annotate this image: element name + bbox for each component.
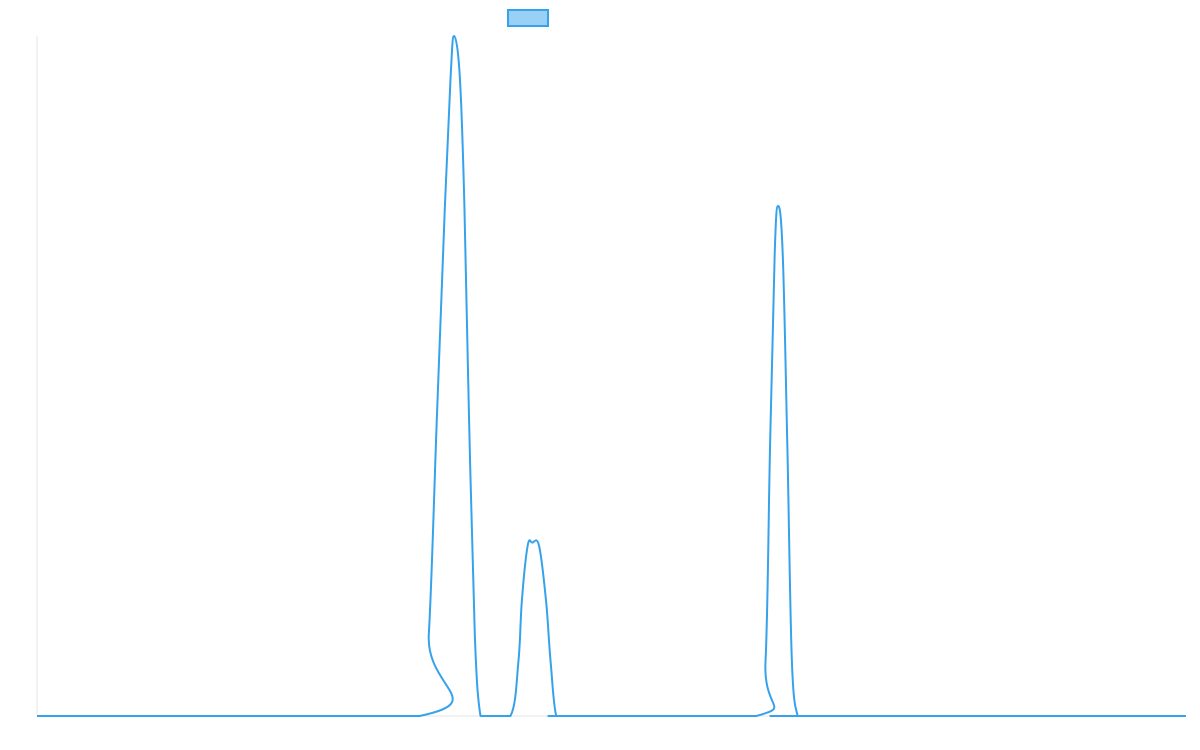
series-layer xyxy=(37,35,1186,718)
series-line-0 xyxy=(37,35,1186,718)
legend-swatch xyxy=(507,9,549,27)
legend[interactable] xyxy=(507,9,549,27)
axes xyxy=(36,36,1186,717)
